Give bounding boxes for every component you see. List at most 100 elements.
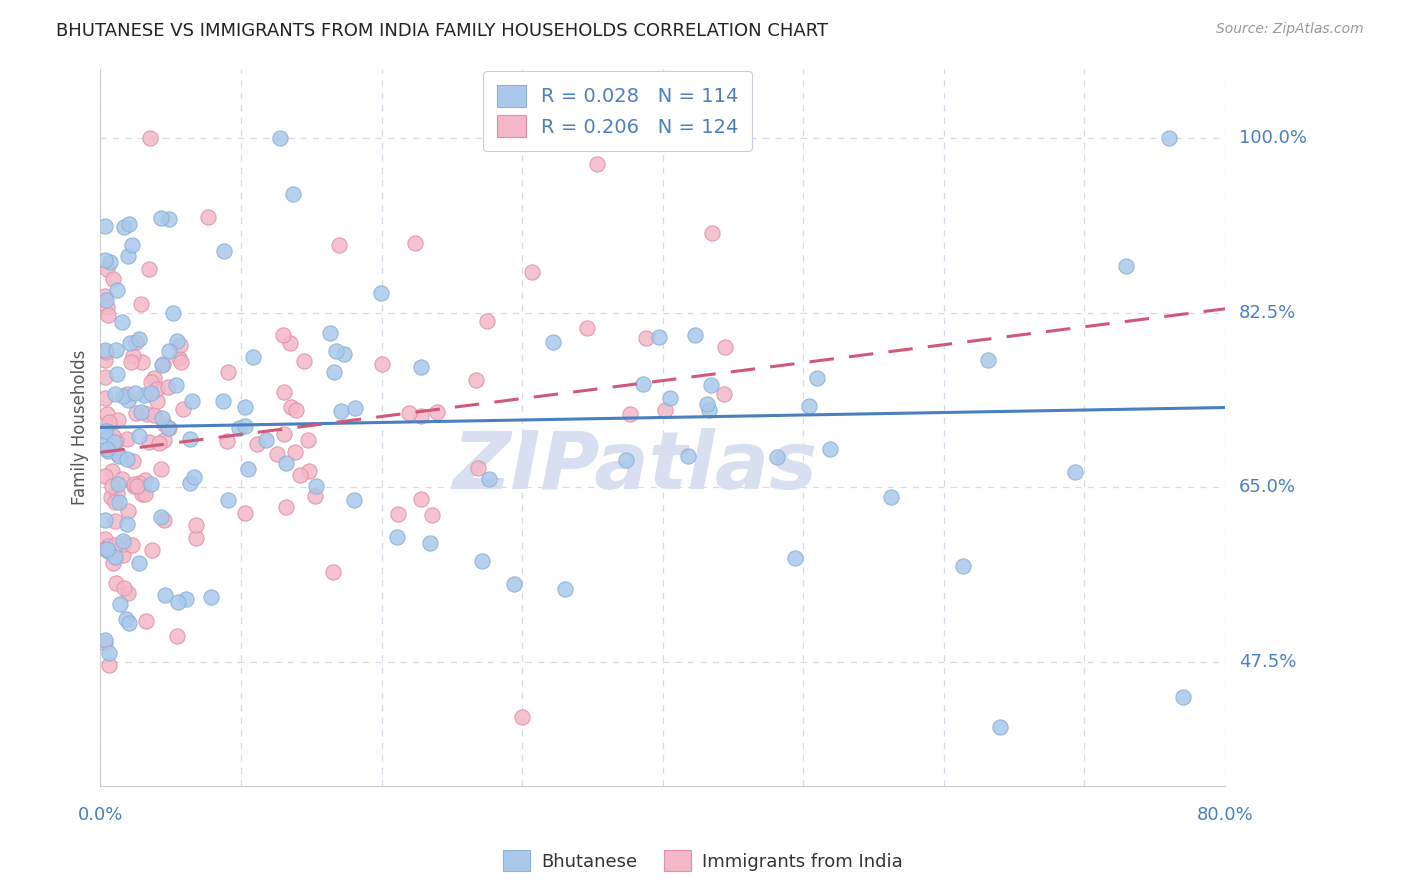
Point: [280, 401, 302, 415]
Text: 82.5%: 82.5%: [1239, 304, 1296, 322]
Point: [94, 293, 117, 308]
Point: [464, 373, 486, 387]
Point: [619, 407, 641, 421]
Point: [134, 487, 156, 501]
Point: [121, 238, 143, 252]
Point: [269, 131, 291, 145]
Point: [169, 337, 191, 351]
Point: [134, 473, 156, 487]
Y-axis label: Family Households: Family Households: [72, 350, 89, 505]
Point: [97, 444, 120, 458]
Point: [409, 492, 432, 507]
Point: [97, 308, 120, 322]
Point: [141, 543, 163, 558]
Point: [128, 476, 150, 491]
Point: [700, 378, 723, 392]
Point: [104, 549, 127, 564]
Point: [98, 658, 121, 673]
Point: [128, 556, 150, 570]
Point: [676, 449, 699, 463]
Point: [420, 508, 443, 522]
Point: [112, 537, 135, 551]
Point: [631, 377, 654, 392]
Point: [112, 220, 135, 235]
Point: [471, 554, 494, 568]
Point: [93, 541, 115, 556]
Point: [122, 476, 145, 491]
Point: [184, 531, 207, 545]
Point: [96, 300, 118, 314]
Point: [541, 335, 564, 350]
Point: [107, 449, 129, 463]
Point: [105, 343, 128, 357]
Point: [100, 544, 122, 558]
Point: [242, 351, 264, 365]
Point: [112, 581, 135, 595]
Point: [148, 436, 170, 450]
Point: [281, 187, 304, 202]
Point: [266, 447, 288, 461]
Point: [165, 377, 187, 392]
Point: [104, 514, 127, 528]
Point: [217, 366, 239, 380]
Point: [166, 628, 188, 642]
Point: [117, 516, 139, 531]
Point: [274, 456, 297, 470]
Point: [322, 365, 344, 379]
Point: [93, 352, 115, 367]
Point: [93, 636, 115, 650]
Point: [117, 504, 139, 518]
Point: [120, 355, 142, 369]
Point: [174, 591, 197, 606]
Point: [132, 388, 155, 402]
Point: [238, 462, 260, 476]
Point: [98, 255, 121, 269]
Point: [554, 582, 576, 596]
Point: [328, 238, 350, 252]
Point: [585, 157, 607, 171]
Point: [107, 495, 129, 509]
Point: [121, 538, 143, 552]
Point: [370, 285, 392, 300]
Point: [276, 500, 298, 515]
Point: [700, 226, 723, 240]
Point: [398, 406, 420, 420]
Point: [145, 394, 167, 409]
Point: [117, 393, 139, 408]
Point: [104, 434, 127, 449]
Point: [104, 387, 127, 401]
Point: [138, 131, 160, 145]
Point: [152, 411, 174, 425]
Point: [96, 541, 118, 556]
Point: [129, 405, 152, 419]
Point: [105, 283, 128, 297]
Point: [128, 429, 150, 443]
Text: 100.0%: 100.0%: [1239, 129, 1308, 147]
Point: [157, 380, 180, 394]
Point: [785, 551, 807, 566]
Point: [325, 344, 347, 359]
Point: [97, 544, 120, 558]
Point: [105, 367, 128, 381]
Point: [117, 452, 139, 467]
Point: [385, 530, 408, 544]
Point: [93, 289, 115, 303]
Point: [93, 343, 115, 358]
Point: [93, 253, 115, 268]
Point: [475, 314, 498, 328]
Point: [111, 472, 134, 486]
Point: [94, 430, 117, 444]
Text: ZIPatlas: ZIPatlas: [453, 428, 817, 507]
Legend: R = 0.028   N = 114, R = 0.206   N = 124: R = 0.028 N = 114, R = 0.206 N = 124: [484, 71, 752, 151]
Point: [233, 400, 256, 414]
Point: [141, 376, 163, 390]
Point: [1171, 690, 1194, 704]
Point: [181, 393, 204, 408]
Point: [150, 462, 173, 476]
Point: [117, 586, 139, 600]
Text: Source: ZipAtlas.com: Source: ZipAtlas.com: [1216, 22, 1364, 37]
Point: [94, 345, 117, 359]
Text: 65.0%: 65.0%: [1239, 478, 1296, 496]
Point: [172, 402, 194, 417]
Point: [179, 476, 201, 491]
